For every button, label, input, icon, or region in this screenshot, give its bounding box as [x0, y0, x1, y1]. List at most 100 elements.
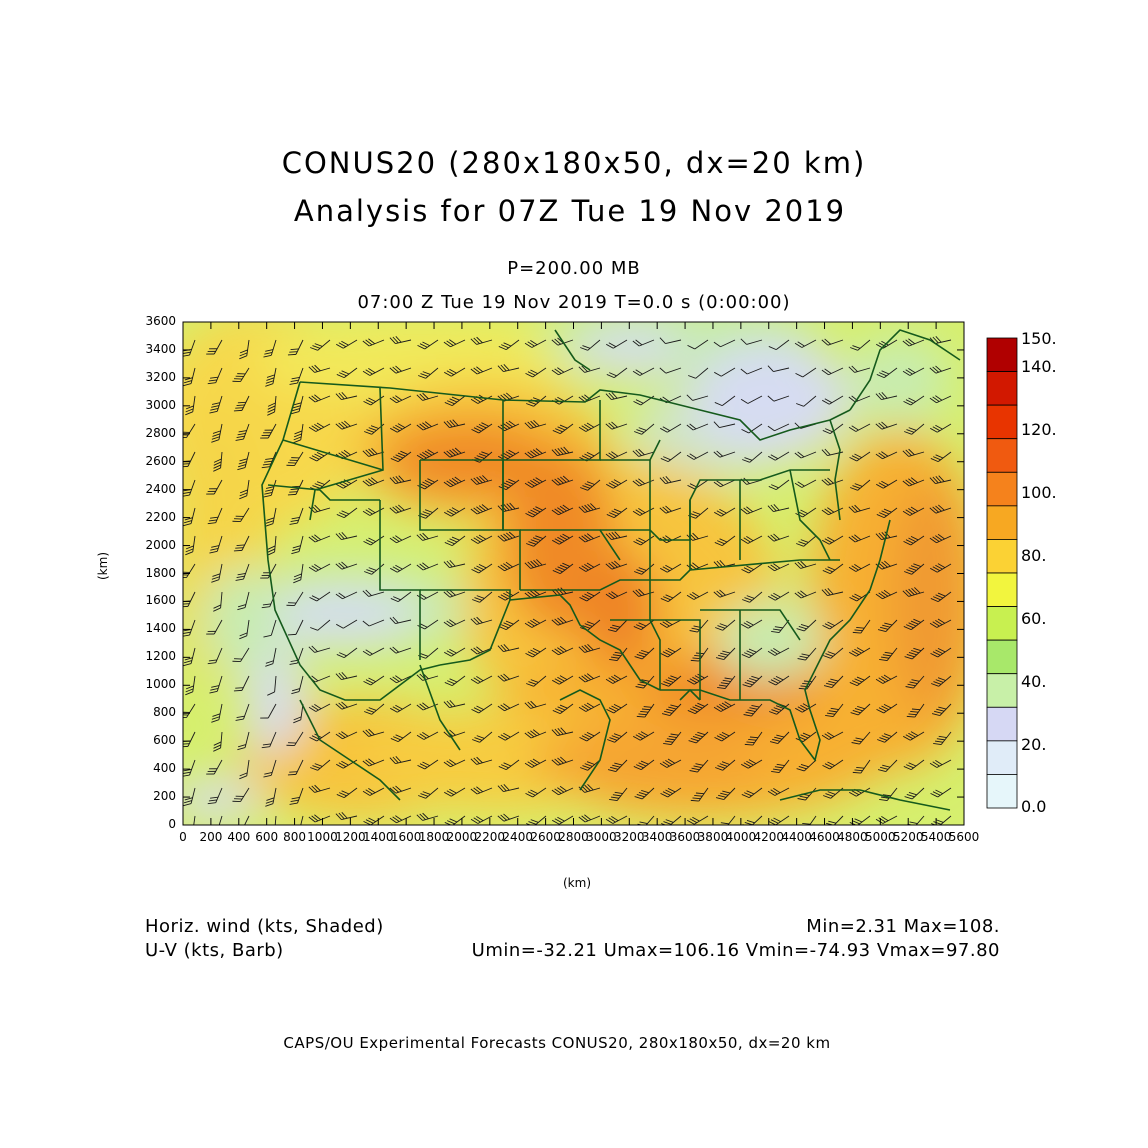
wind-barb	[633, 759, 655, 771]
wind-barb	[796, 759, 817, 772]
colorbar-segment	[986, 539, 1018, 574]
wind-barb	[632, 478, 655, 487]
y-tick-label: 1400	[145, 621, 176, 636]
wind-barb	[418, 787, 439, 799]
wind-barb	[740, 535, 763, 544]
wind-barb	[607, 731, 628, 743]
wind-barb	[605, 421, 628, 430]
wind-barb	[291, 395, 304, 415]
wind-barb	[768, 815, 790, 825]
wind-barb	[902, 506, 925, 516]
plot-title-line2: Analysis for 07Z Tue 19 Nov 2019	[293, 194, 847, 228]
x-tick-label: 1600	[390, 830, 422, 844]
wind-barb	[289, 367, 304, 385]
wind-barb	[308, 784, 331, 793]
wind-barb	[929, 395, 952, 404]
wind-barb	[443, 339, 466, 348]
wind-barb	[524, 419, 547, 429]
wind-barb	[605, 392, 628, 401]
wind-barb	[260, 423, 277, 439]
wind-barb	[232, 787, 250, 803]
wind-barb	[363, 815, 385, 825]
wind-barb	[183, 563, 196, 579]
wind-barb	[633, 731, 655, 741]
wind-barb	[632, 339, 655, 347]
wind-barb	[335, 420, 358, 430]
wind-barb	[794, 560, 817, 569]
wind-barb	[552, 533, 574, 545]
wind-barb	[524, 700, 547, 709]
wind-barb	[659, 337, 682, 345]
wind-barb	[416, 812, 439, 821]
wind-barb	[362, 619, 385, 627]
wind-barb	[768, 451, 790, 461]
wind-barb	[876, 367, 898, 379]
wind-barb	[362, 758, 385, 767]
wind-barb	[849, 451, 871, 462]
wind-barb	[289, 507, 304, 525]
wind-barb	[233, 675, 250, 692]
wind-barb	[524, 618, 547, 628]
wind-barb	[389, 475, 412, 485]
wind-barb	[207, 647, 223, 665]
wind-barb	[795, 731, 817, 743]
wind-barb	[216, 815, 223, 825]
wind-barb	[336, 339, 358, 349]
wind-barb	[606, 703, 628, 714]
wind-barb	[930, 423, 952, 433]
x-tick-label: 1200	[335, 830, 366, 844]
wind-barb	[389, 535, 412, 544]
wind-barb	[823, 647, 844, 659]
colorbar-label: 80.	[1021, 546, 1047, 565]
wind-barb	[659, 758, 682, 768]
wind-barb	[578, 643, 601, 653]
wind-barb	[768, 591, 790, 601]
wind-barb	[416, 532, 439, 541]
wind-barb	[470, 366, 493, 375]
wind-barb	[929, 475, 952, 485]
wind-barb	[826, 815, 844, 825]
wind-barb	[363, 675, 385, 686]
wind-barb	[931, 703, 952, 716]
wind-barb	[524, 477, 547, 488]
wind-barb	[416, 702, 439, 711]
wind-barb	[904, 563, 925, 575]
wind-barb	[525, 506, 547, 518]
wind-barb	[291, 675, 304, 695]
wind-barb	[659, 619, 682, 628]
wind-barb	[929, 533, 952, 544]
wind-barb	[267, 675, 277, 696]
wind-barb	[443, 476, 466, 488]
wind-barb	[185, 535, 196, 556]
wind-barb	[767, 423, 790, 432]
shaded-wind-field	[183, 322, 964, 825]
wind-barb	[714, 535, 736, 547]
wind-barb	[390, 423, 412, 433]
wind-barb	[183, 619, 196, 637]
wind-barb	[239, 339, 250, 360]
x-tick-label: 5200	[892, 830, 924, 844]
colorbar-segment	[986, 438, 1018, 473]
wind-barb	[580, 339, 601, 351]
wind-barb	[416, 731, 439, 740]
wind-barb	[578, 422, 601, 432]
wind-barb	[744, 731, 763, 746]
x-axis-label: (km)	[563, 876, 592, 890]
wind-barb	[931, 675, 952, 687]
wind-barb	[848, 504, 871, 513]
wind-barb	[416, 392, 439, 401]
x-tick-label: 600	[255, 830, 279, 844]
wind-barb	[822, 423, 844, 435]
wind-barb	[741, 647, 763, 659]
wind-barb	[389, 785, 412, 794]
wind-barb	[443, 447, 466, 458]
y-tick-label: 2200	[145, 509, 176, 524]
wind-barb	[848, 534, 871, 543]
wind-barb	[336, 619, 358, 629]
wind-barb	[183, 367, 196, 387]
wind-barb	[389, 815, 412, 824]
wind-barb	[930, 451, 952, 463]
wind-barb	[930, 563, 952, 573]
wind-barb	[263, 339, 277, 358]
wind-barb	[903, 759, 925, 771]
